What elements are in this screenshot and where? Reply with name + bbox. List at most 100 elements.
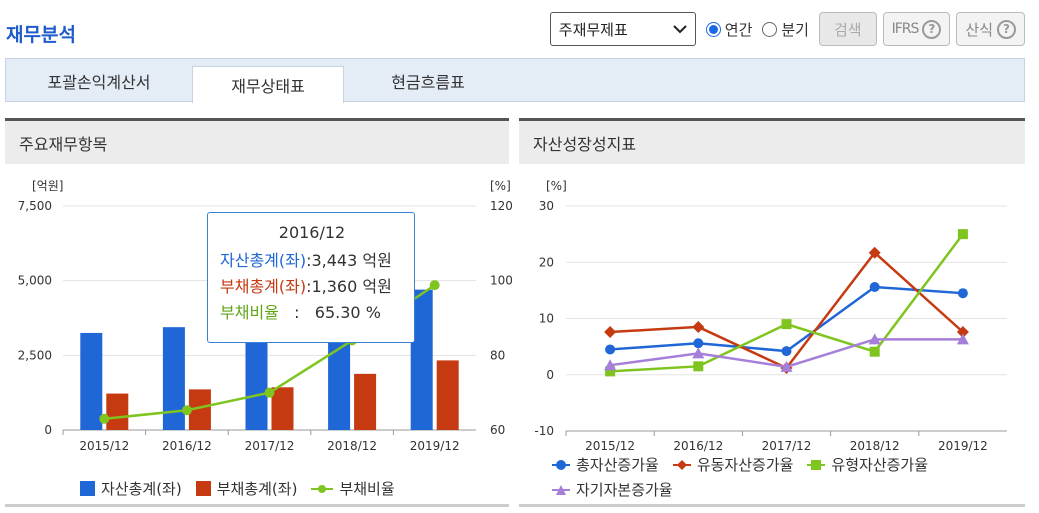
data-point	[693, 338, 704, 349]
line-swatch-icon	[311, 484, 334, 493]
right-tick-label: 120	[490, 199, 513, 213]
statement-select[interactable]: 주재무제표	[549, 12, 696, 46]
radio-icon	[705, 21, 721, 37]
legend-label: 자산총계(좌)	[101, 480, 182, 498]
bar-liabilities	[354, 373, 377, 430]
x-tick-label: 2017/12	[245, 439, 295, 453]
legend-item-tangible-assets-growth[interactable]: 유형자산증가율	[807, 454, 928, 475]
circle-marker-icon	[552, 459, 570, 470]
panel-divider	[519, 504, 1025, 507]
formula-help-button[interactable]: 산식 ?	[956, 12, 1025, 46]
data-point	[957, 288, 968, 299]
page-title: 재무분석	[6, 24, 76, 46]
diamond-marker-icon	[672, 459, 691, 470]
data-point	[868, 333, 881, 345]
y-tick-label: -10	[534, 424, 554, 438]
tooltip-title: 2016/12	[278, 223, 346, 242]
legend-label: 유형자산증가율	[831, 456, 929, 474]
left-tick-label: 7,500	[18, 199, 52, 213]
x-tick-label: 2017/12	[762, 439, 812, 453]
ifrs-help-button[interactable]: IFRS ?	[882, 12, 951, 46]
tab-label: 재무상태표	[231, 77, 305, 96]
right-axis-unit: [%]	[490, 179, 511, 193]
question-icon: ?	[922, 19, 942, 39]
asset-growth-chart: [%] -10 0 10 20 30 2015/12 2016/12 2017/12 2018/1…	[534, 179, 1007, 453]
period-annual-radio[interactable]: 연간	[705, 19, 753, 40]
y-tick-label: 0	[546, 368, 554, 382]
data-point	[693, 361, 704, 372]
legend-item-liabilities[interactable]: 부채총계(좌)	[195, 478, 298, 499]
data-point	[605, 366, 616, 377]
bar-assets	[410, 289, 433, 430]
right-tick-label: 100	[490, 274, 513, 288]
bar-liabilities	[188, 389, 211, 430]
tab-label: 포괄손익계산서	[47, 72, 151, 92]
panel-divider	[5, 504, 509, 507]
y-tick-label: 10	[539, 312, 554, 326]
asset-growth-panel: 자산성장성지표	[519, 118, 1025, 507]
x-tick-label: 2016/12	[162, 439, 212, 453]
legend-item-equity-growth[interactable]: 자기자본증가율	[552, 479, 673, 500]
legend-item-assets[interactable]: 자산총계(좌)	[80, 478, 182, 499]
x-tick-label: 2019/12	[410, 439, 460, 453]
x-tick-label: 2018/12	[850, 439, 900, 453]
tooltip-value: : 65.30 %	[278, 303, 381, 322]
y-tick-label: 30	[539, 199, 554, 213]
data-point	[604, 326, 617, 338]
legend-label: 부채비율	[339, 480, 395, 498]
x-tick-label: 2018/12	[327, 439, 377, 453]
tooltip-label: 부채총계(좌)	[220, 277, 307, 296]
tooltip-label: 자산총계(좌)	[220, 251, 307, 270]
right-chart-legend: 총자산증가율 유동자산증가율 유형자산증가율 자기자본증가율	[552, 454, 1022, 500]
bar-assets	[162, 327, 185, 430]
legend-item-total-assets-growth[interactable]: 총자산증가율	[552, 454, 659, 475]
data-point	[605, 344, 616, 355]
tooltip-row-assets: 자산총계(좌):3,443 억원	[220, 248, 404, 274]
x-tick-label: 2019/12	[938, 439, 988, 453]
left-chart-legend: 자산총계(좌) 부채총계(좌) 부채비율	[80, 478, 409, 499]
legend-label: 자기자본증가율	[576, 481, 673, 499]
ifrs-label: IFRS	[891, 21, 920, 37]
key-financials-chart: [억원] [%] 0 2,500 5,000 7,500 60 80 100 120 2015/12…	[18, 179, 513, 453]
question-icon: ?	[997, 19, 1016, 39]
legend-label: 부채총계(좌)	[216, 480, 298, 498]
statement-select-value: 주재무제표	[558, 20, 628, 39]
x-tick-label: 2015/12	[79, 439, 129, 453]
bar-liabilities	[271, 387, 294, 430]
right-tick-label: 60	[490, 423, 505, 437]
legend-item-current-assets-growth[interactable]: 유동자산증가율	[672, 454, 794, 475]
period-quarter-radio[interactable]: 분기	[762, 19, 809, 40]
legend-label: 유동자산증가율	[696, 456, 794, 474]
search-button[interactable]: 검색	[818, 12, 877, 46]
period-quarter-label: 분기	[781, 20, 809, 39]
chart-tooltip: 2016/12 자산총계(좌):3,443 억원 부채총계(좌):1,360 억…	[207, 212, 415, 343]
key-financials-panel: 주요재무항목	[5, 118, 509, 507]
right-tick-label: 80	[490, 348, 505, 362]
x-tick-label: 2016/12	[673, 439, 723, 453]
data-point	[956, 326, 969, 338]
toolbar: 주재무제표 연간 분기 검색 IFRS ? 산식 ?	[549, 12, 1025, 46]
data-point	[604, 359, 617, 371]
period-annual-label: 연간	[724, 20, 753, 39]
legend-label: 총자산증가율	[576, 456, 659, 474]
data-point	[692, 347, 705, 359]
legend-item-debt-ratio[interactable]: 부채비율	[311, 478, 395, 499]
square-marker-icon	[807, 459, 826, 470]
data-point	[957, 229, 968, 240]
data-point	[780, 360, 793, 372]
debt-ratio-point	[264, 387, 275, 398]
left-tick-label: 0	[44, 423, 52, 437]
square-swatch-icon	[195, 481, 211, 496]
tab-income-statement[interactable]: 포괄손익계산서	[6, 59, 192, 102]
tab-balance-sheet[interactable]: 재무상태표	[192, 66, 344, 103]
bar-assets	[80, 332, 103, 430]
left-tick-label: 2,500	[18, 348, 52, 362]
tooltip-label: 부채비율	[220, 303, 279, 322]
tab-cash-flow[interactable]: 현금흐름표	[344, 59, 512, 102]
data-point	[781, 346, 792, 357]
panel-title: 자산성장성지표	[519, 118, 1025, 164]
tooltip-row-liabilities: 부채총계(좌):1,360 억원	[220, 274, 404, 300]
data-point	[692, 320, 705, 333]
tooltip-row-debt-ratio: 부채비율 : 65.30 %	[220, 300, 404, 326]
tooltip-value: :3,443 억원	[306, 251, 392, 270]
